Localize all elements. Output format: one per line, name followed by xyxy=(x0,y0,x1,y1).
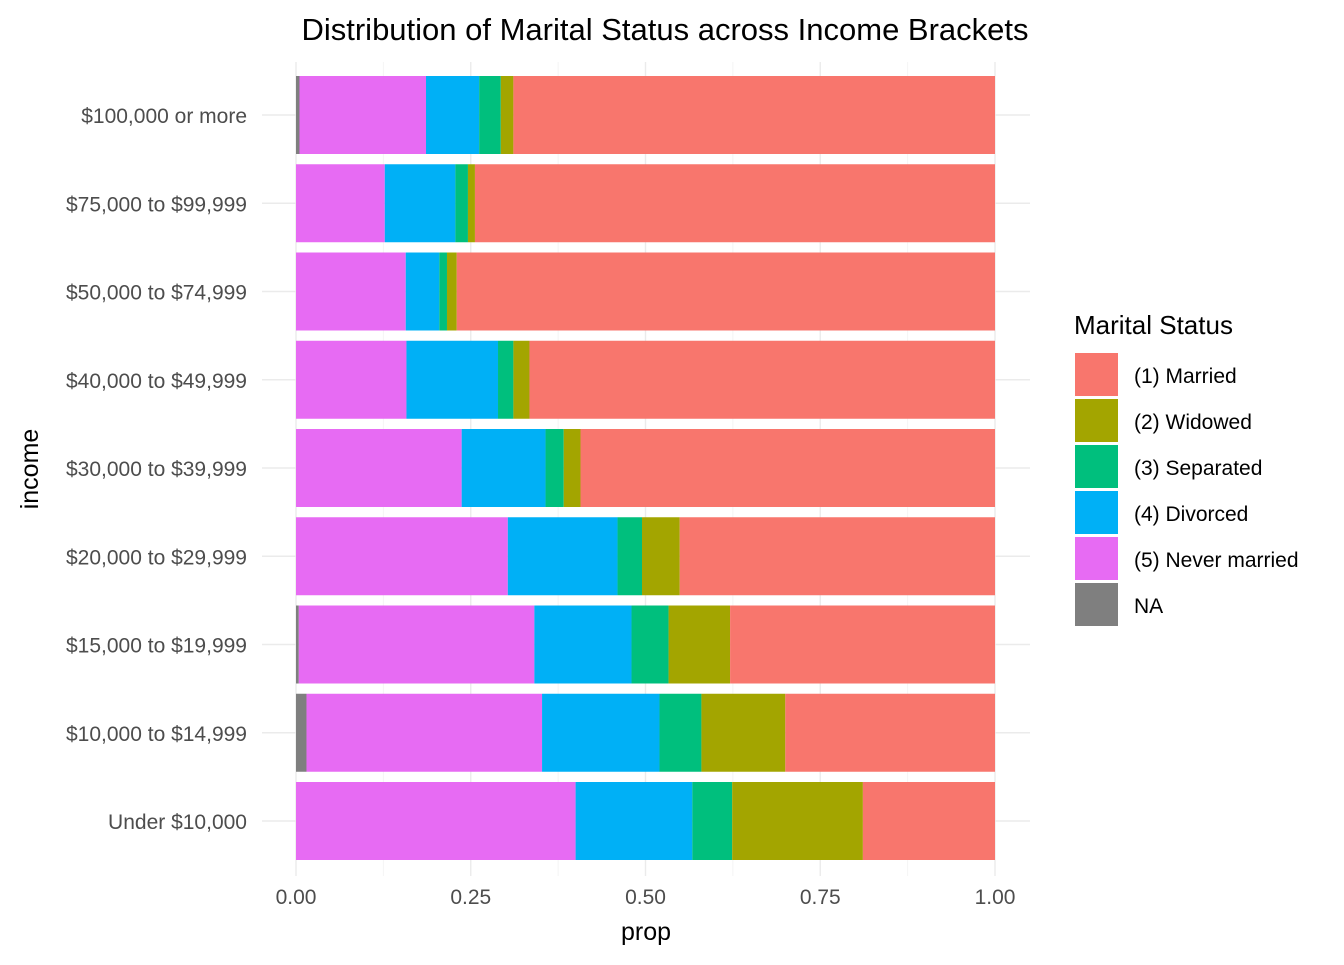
legend-swatch xyxy=(1075,353,1118,396)
bar-segment xyxy=(474,164,996,243)
bar-segment xyxy=(668,605,731,684)
legend-title: Marital Status xyxy=(1074,310,1233,340)
legend-items: (1) Married (2) Widowed (3) Separated (4) D… xyxy=(1075,353,1299,626)
bar-segment xyxy=(701,693,786,772)
bar-segment xyxy=(296,517,508,596)
y-tick-label: $50,000 to $74,999 xyxy=(66,282,247,305)
bar-segment xyxy=(439,252,447,331)
x-tick-labels: 0.00 0.25 0.50 0.75 1.00 xyxy=(276,886,1016,909)
bar-segment xyxy=(732,782,863,860)
legend-label: (3) Separated xyxy=(1134,457,1262,480)
bar-segment xyxy=(467,164,475,243)
bar-segment xyxy=(384,164,456,243)
bar-segment xyxy=(446,252,457,331)
bar-segment xyxy=(299,76,427,154)
bar-segment xyxy=(575,782,693,860)
bar-segment xyxy=(426,76,480,154)
x-tick-label: 1.00 xyxy=(975,886,1016,909)
y-tick-label: $20,000 to $29,999 xyxy=(66,546,247,569)
y-tick-label: $30,000 to $39,999 xyxy=(66,458,247,481)
x-tick-label: 0.75 xyxy=(800,886,841,909)
bar-segment xyxy=(296,605,299,684)
bar-segment xyxy=(631,605,669,684)
bar-segment xyxy=(306,693,543,772)
bar-segment xyxy=(498,340,514,419)
bar-segment xyxy=(513,340,530,419)
bar-segment xyxy=(461,429,546,507)
bar-segment xyxy=(296,693,307,772)
x-tick-label: 0.25 xyxy=(450,886,491,909)
x-axis-label: prop xyxy=(621,918,671,946)
legend-swatch xyxy=(1075,583,1118,626)
chart-title: Distribution of Marital Status across In… xyxy=(301,12,1028,47)
y-tick-label: $100,000 or more xyxy=(81,105,247,128)
bar-segment xyxy=(534,605,632,684)
bar-segment xyxy=(563,429,581,507)
bar-segment xyxy=(529,340,995,419)
bar-segment xyxy=(406,340,499,419)
bar-segment xyxy=(862,782,995,860)
bar-segment xyxy=(513,76,995,154)
bar-segment xyxy=(617,517,643,596)
legend-label: NA xyxy=(1134,595,1163,618)
bar-segment xyxy=(542,693,660,772)
bar-segment xyxy=(296,782,576,860)
y-tick-labels: $100,000 or more $75,000 to $99,999 $50,00… xyxy=(66,105,247,834)
bar-segment xyxy=(296,164,385,243)
legend-swatch xyxy=(1075,491,1118,534)
legend-swatch xyxy=(1075,445,1118,488)
y-tick-label: $10,000 to $14,999 xyxy=(66,723,247,746)
bar-segment xyxy=(659,693,702,772)
bar-segment xyxy=(479,76,501,154)
bar-segment xyxy=(500,76,514,154)
bar-segment xyxy=(455,164,468,243)
bar-segment xyxy=(545,429,564,507)
bar-segment xyxy=(296,340,407,419)
bars xyxy=(296,76,996,860)
y-axis-label: income xyxy=(16,429,44,510)
bar-segment xyxy=(730,605,995,684)
bar-segment xyxy=(679,517,995,596)
y-tick-label: $40,000 to $49,999 xyxy=(66,370,247,393)
bar-segment xyxy=(456,252,995,331)
bar-segment xyxy=(507,517,618,596)
legend-swatch xyxy=(1075,537,1118,580)
x-tick-label: 0.00 xyxy=(276,886,317,909)
y-tick-label: $75,000 to $99,999 xyxy=(66,193,247,216)
legend: Marital Status (1) Married (2) Widowed (3)… xyxy=(1074,310,1299,626)
legend-label: (5) Never married xyxy=(1134,549,1299,572)
legend-label: (4) Divorced xyxy=(1134,503,1248,526)
bar-segment xyxy=(580,429,995,507)
bar-segment xyxy=(692,782,733,860)
bar-segment xyxy=(642,517,680,596)
bar-segment xyxy=(296,252,406,331)
x-tick-label: 0.50 xyxy=(625,886,666,909)
bar-segment xyxy=(296,76,300,154)
y-tick-label: Under $10,000 xyxy=(108,811,247,834)
bar-segment xyxy=(405,252,440,331)
bar-segment xyxy=(785,693,995,772)
legend-label: (1) Married xyxy=(1134,365,1237,388)
bar-segment xyxy=(298,605,535,684)
legend-swatch xyxy=(1075,399,1118,442)
bar-segment xyxy=(296,429,462,507)
y-tick-label: $15,000 to $19,999 xyxy=(66,635,247,658)
legend-label: (2) Widowed xyxy=(1134,411,1252,434)
